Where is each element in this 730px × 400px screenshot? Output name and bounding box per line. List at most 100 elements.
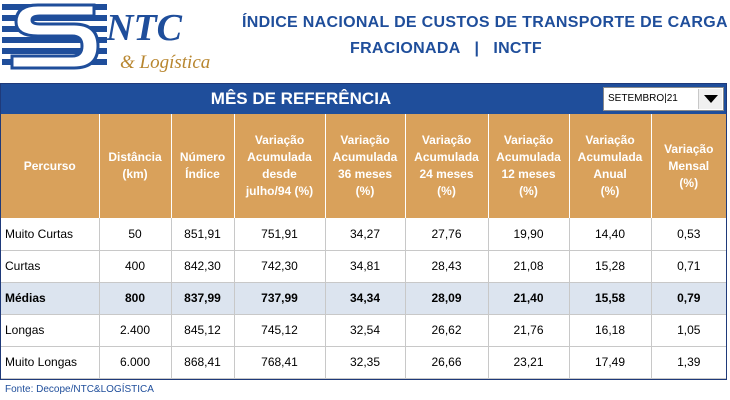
value-cell: 868,41 xyxy=(171,346,235,379)
column-header: Percurso xyxy=(1,114,100,218)
column-header-line: (%) xyxy=(519,184,538,198)
column-header-line: (%) xyxy=(437,184,456,198)
value-cell: 15,28 xyxy=(569,250,652,283)
value-cell: 21,08 xyxy=(488,250,570,283)
value-cell: 0,79 xyxy=(651,282,726,315)
value-cell: 745,12 xyxy=(234,314,326,347)
subtitle-left: FRACIONADA xyxy=(350,40,461,57)
page-subtitle: FRACIONADA | INCTF xyxy=(350,40,542,58)
column-header-line: Variação xyxy=(664,141,714,156)
index-table-panel: MÊS DE REFERÊNCIA SETEMBRO|21 Percurso Di… xyxy=(0,83,727,380)
column-header-line: Anual xyxy=(593,167,627,181)
value-cell: 851,91 xyxy=(171,218,235,251)
column-header: Variação Acumulada 36 meses (%) xyxy=(325,114,406,218)
value-cell: 27,76 xyxy=(405,218,489,251)
column-header-line: Variação xyxy=(421,133,472,147)
value-cell: 16,18 xyxy=(569,314,652,347)
value-cell: 23,21 xyxy=(488,346,570,379)
route-cell: Muito Longas xyxy=(1,346,100,379)
column-header: Número Índice xyxy=(171,114,235,218)
value-cell: 28,43 xyxy=(405,250,489,283)
column-header-line: Número xyxy=(179,150,226,164)
value-cell: 6.000 xyxy=(99,346,172,379)
column-header-line: Acumulada xyxy=(577,150,643,164)
value-cell: 842,30 xyxy=(171,250,235,283)
value-cell: 751,91 xyxy=(234,218,326,251)
logo-text: NTC xyxy=(105,7,183,49)
route-cell: Longas xyxy=(1,314,100,347)
column-header: Variação Acumulada desde julho/94 (%) xyxy=(234,114,326,218)
route-cell: Muito Curtas xyxy=(1,218,100,251)
value-cell: 742,30 xyxy=(234,250,326,283)
column-header-line: Acumulada xyxy=(332,150,398,164)
value-cell: 14,40 xyxy=(569,218,652,251)
table-row: Muito Curtas 50 851,91 751,91 34,27 27,76 19,9… xyxy=(1,218,726,251)
value-cell: 768,41 xyxy=(234,346,326,379)
value-cell: 845,12 xyxy=(171,314,235,347)
table-header-row: Percurso Distância (km) Número Índice Variaçã… xyxy=(1,114,726,218)
table-row: Longas 2.400 845,12 745,12 32,54 26,62 21,76 16… xyxy=(1,314,726,347)
reference-title: MÊS DE REFERÊNCIA xyxy=(210,89,392,108)
page-header: NTC & Logística ÍNDICE NACIONAL DE CUSTO… xyxy=(0,0,730,80)
value-cell: 34,34 xyxy=(325,282,406,315)
value-cell: 32,35 xyxy=(325,346,406,379)
column-header-line: Distância xyxy=(108,150,162,164)
value-cell: 15,58 xyxy=(569,282,652,315)
column-header-line: (%) xyxy=(679,175,699,190)
column-header-line: 12 meses xyxy=(501,167,556,181)
value-cell: 19,90 xyxy=(488,218,570,251)
column-header-line: (%) xyxy=(600,184,620,198)
column-header-line: 36 meses xyxy=(337,167,393,181)
value-cell: 28,09 xyxy=(405,282,489,315)
column-header: Distância (km) xyxy=(99,114,172,218)
value-cell: 0,71 xyxy=(651,250,726,283)
value-cell: 32,54 xyxy=(325,314,406,347)
route-cell: Curtas xyxy=(1,250,100,283)
value-cell: 1,39 xyxy=(651,346,726,379)
table-row: Curtas 400 842,30 742,30 34,81 28,43 21,08 15,2… xyxy=(1,250,726,283)
column-header: Variação Mensal (%) xyxy=(651,114,726,218)
column-header-line: Variação xyxy=(254,133,305,147)
column-header-line: Mensal xyxy=(668,158,710,173)
column-header-line: Variação xyxy=(340,133,390,147)
table-row: Médias 800 837,99 737,99 34,34 28,09 21,40 15,5… xyxy=(1,282,726,315)
chevron-down-icon xyxy=(704,95,718,103)
value-cell: 50 xyxy=(99,218,172,251)
value-cell: 737,99 xyxy=(234,282,326,315)
value-cell: 800 xyxy=(99,282,172,315)
value-cell: 34,27 xyxy=(325,218,406,251)
column-header-line: Percurso xyxy=(23,158,76,173)
table-row: Muito Longas 6.000 868,41 768,41 32,35 26,66 2… xyxy=(1,346,726,379)
column-header: Variação Acumulada Anual (%) xyxy=(569,114,652,218)
column-header-line: Índice xyxy=(185,167,220,181)
column-header-line: julho/94 (%) xyxy=(245,184,314,198)
reference-bar: MÊS DE REFERÊNCIA SETEMBRO|21 xyxy=(1,84,726,114)
column-header-line: Variação xyxy=(503,133,554,147)
column-header-line: (%) xyxy=(355,184,375,198)
value-cell: 21,40 xyxy=(488,282,570,315)
column-header-line: 24 meses xyxy=(419,167,474,181)
value-cell: 2.400 xyxy=(99,314,172,347)
value-cell: 21,76 xyxy=(488,314,570,347)
column-header-line: Variação xyxy=(585,133,635,147)
value-cell: 26,62 xyxy=(405,314,489,347)
value-cell: 400 xyxy=(99,250,172,283)
column-header-line: Acumulada xyxy=(414,150,479,164)
column-header-line: Acumulada xyxy=(247,150,312,164)
value-cell: 0,53 xyxy=(651,218,726,251)
subtitle-right: INCTF xyxy=(493,40,542,57)
dropdown-button[interactable] xyxy=(698,89,722,109)
reference-month-value: SETEMBRO|21 xyxy=(608,93,678,104)
index-table: Percurso Distância (km) Número Índice Variaçã… xyxy=(1,114,726,379)
column-header-line: Acumulada xyxy=(496,150,561,164)
logo-subtext: & Logística xyxy=(120,52,210,73)
reference-month-select[interactable]: SETEMBRO|21 xyxy=(603,87,724,111)
value-cell: 1,05 xyxy=(651,314,726,347)
column-header-line: desde xyxy=(262,167,297,181)
ntc-logo: NTC & Logística xyxy=(2,3,210,73)
column-header: Variação Acumulada 24 meses (%) xyxy=(405,114,489,218)
value-cell: 34,81 xyxy=(325,250,406,283)
value-cell: 26,66 xyxy=(405,346,489,379)
table-body: Muito Curtas 50 851,91 751,91 34,27 27,76 19,9… xyxy=(1,218,726,379)
page-title: ÍNDICE NACIONAL DE CUSTOS DE TRANSPORTE … xyxy=(242,14,728,31)
